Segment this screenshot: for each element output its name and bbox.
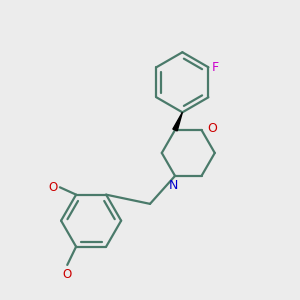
Text: F: F bbox=[212, 61, 219, 74]
Text: O: O bbox=[207, 122, 217, 135]
Text: N: N bbox=[169, 179, 178, 192]
Text: O: O bbox=[48, 181, 58, 194]
Polygon shape bbox=[173, 112, 182, 131]
Text: O: O bbox=[63, 268, 72, 281]
